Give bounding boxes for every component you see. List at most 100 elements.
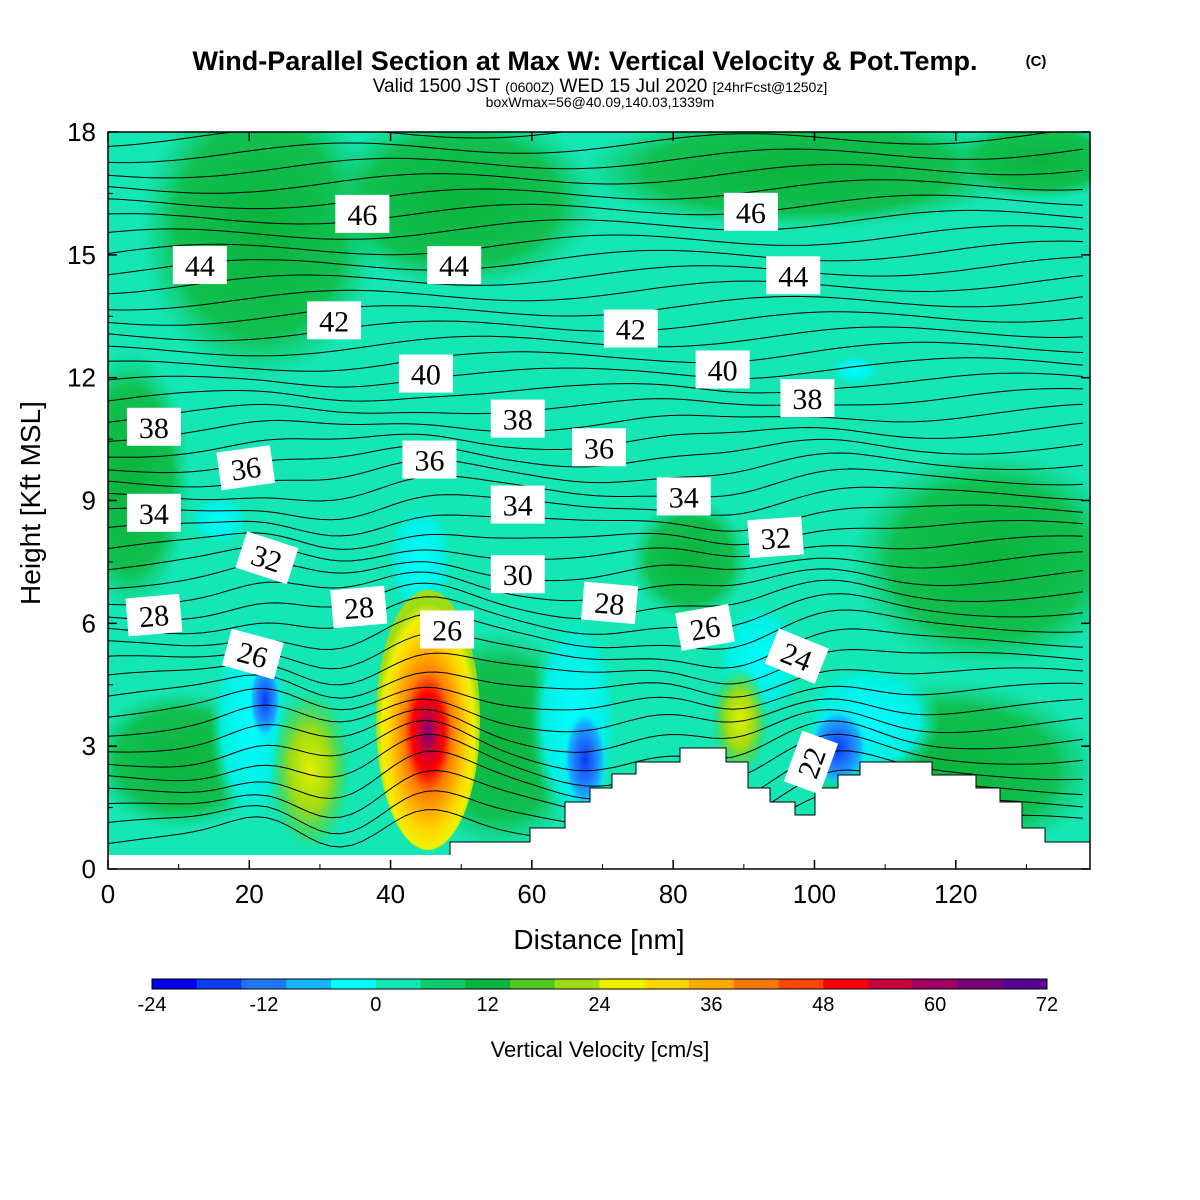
theta-label-text: 34	[139, 498, 169, 531]
theta-label-text: 44	[439, 250, 469, 283]
colorbar-swatch	[375, 979, 421, 989]
theta-label: 46	[335, 194, 390, 233]
valid-prefix: Valid 1500 JST	[373, 76, 501, 97]
colorbar-frame	[151, 978, 1048, 990]
y-tick-label: 3	[82, 731, 96, 761]
theta-label-text: 38	[139, 412, 169, 445]
theta-label: 28	[125, 593, 183, 637]
theta-label: 40	[398, 354, 453, 393]
y-tick-label: 9	[82, 486, 96, 516]
y-tick-label: 12	[67, 363, 96, 393]
theta-label-text: 42	[319, 305, 349, 338]
theta-label: 36	[572, 428, 626, 467]
theta-label: 22	[783, 730, 839, 795]
isentrope-line	[108, 468, 1083, 502]
colorbar-swatch	[420, 979, 466, 989]
colorbar-swatch	[465, 979, 511, 989]
terrain-outline	[449, 747, 1090, 855]
theta-label-text: 36	[229, 451, 263, 488]
theta-label-text: 26	[432, 614, 462, 647]
colorbar-swatch	[152, 979, 198, 989]
isentrope-line	[108, 486, 1083, 521]
isentrope-line	[108, 519, 1083, 550]
theta-label-box	[675, 604, 735, 651]
y-axis: 0 36 9 12 15 18	[67, 117, 1090, 884]
x-tick-label: 0	[101, 879, 115, 909]
theta-label-text: 34	[503, 490, 533, 523]
theta-label-text: 30	[503, 559, 533, 592]
isentrope-line	[108, 148, 1083, 179]
theta-label-text: 38	[503, 404, 533, 437]
theta-label: 32	[235, 531, 299, 585]
theta-label-box	[490, 555, 545, 594]
theta-label: 44	[766, 256, 821, 295]
theta-label-box	[330, 585, 388, 629]
theta-label-text: 46	[736, 197, 766, 230]
colorbar-tick-label: 72	[1036, 994, 1058, 1016]
theta-label: 28	[581, 581, 639, 625]
colorbar: -24 -12 0 12 24 36 48 60 72	[138, 978, 1058, 1016]
theta-label: 34	[490, 485, 545, 524]
colorbar-swatch	[733, 979, 779, 989]
theta-label-box	[427, 246, 482, 285]
theta-label-text: 44	[185, 250, 215, 283]
theta-label-box	[603, 309, 658, 348]
theta-label-box	[764, 628, 829, 684]
theta-label-box	[780, 379, 835, 418]
x-axis-title: Distance [nm]	[513, 924, 684, 955]
theta-label-box	[402, 440, 457, 479]
x-tick-label: 80	[659, 879, 688, 909]
isentrope-line	[108, 593, 1083, 635]
colorbar-swatch	[286, 979, 332, 989]
colorbar-swatch	[957, 979, 1003, 989]
theta-label-box	[723, 192, 778, 231]
title-copyright-mark: (C)	[1026, 53, 1047, 70]
weak-downdraft	[830, 355, 880, 385]
colorbar-swatch	[554, 979, 600, 989]
colorbar-swatch	[823, 979, 869, 989]
x-tick-label: 20	[235, 879, 264, 909]
isentrope-line	[108, 403, 1083, 442]
theta-label-text: 40	[411, 359, 441, 392]
theta-label-box	[490, 485, 545, 524]
isentrope-line	[108, 179, 1083, 210]
isentrope-line	[108, 163, 1083, 194]
theta-label: 38	[780, 379, 835, 418]
theta-label-box	[125, 593, 183, 637]
colorbar-tick-label: 24	[588, 994, 610, 1016]
colorbar-swatch	[241, 979, 287, 989]
theta-label-text: 26	[688, 610, 723, 648]
valid-utc: (0600Z)	[505, 79, 554, 95]
isentrope-line	[108, 225, 1083, 256]
weak-downdraft	[190, 495, 250, 545]
isentrope-line	[108, 698, 1083, 737]
theta-label: 26	[420, 610, 475, 649]
y-tick-label: 18	[67, 117, 96, 147]
theta-label: 26	[675, 604, 735, 651]
isentrope-line	[108, 132, 1056, 164]
isentrope-line	[108, 256, 1083, 295]
secondary-updraft	[270, 690, 350, 850]
theta-label: 32	[747, 516, 804, 559]
theta-label-text: 42	[616, 314, 646, 347]
y-tick-label: 0	[82, 854, 96, 884]
theta-label-box	[335, 194, 390, 233]
colorbar-swatch	[644, 979, 690, 989]
isentrope-line	[108, 357, 1083, 388]
y-tick-label: 15	[67, 240, 96, 270]
colorbar-swatch	[599, 979, 645, 989]
theta-label-box	[783, 730, 839, 795]
theta-label-text: 38	[792, 383, 822, 416]
x-tick-label: 40	[376, 879, 405, 909]
theta-label-text: 28	[343, 591, 376, 626]
valid-date: WED 15 Jul 2020	[559, 76, 707, 97]
downdraft-core	[249, 660, 281, 740]
isentrope-line	[108, 733, 1083, 787]
colorbar-title: Vertical Velocity [cm/s]	[491, 1037, 710, 1062]
isentrope-line	[108, 275, 1083, 311]
max-updraft-core	[376, 590, 480, 850]
theta-label-box	[221, 628, 284, 680]
colorbar-tick-label: 60	[924, 994, 946, 1016]
upper-green-region	[950, 132, 1090, 200]
